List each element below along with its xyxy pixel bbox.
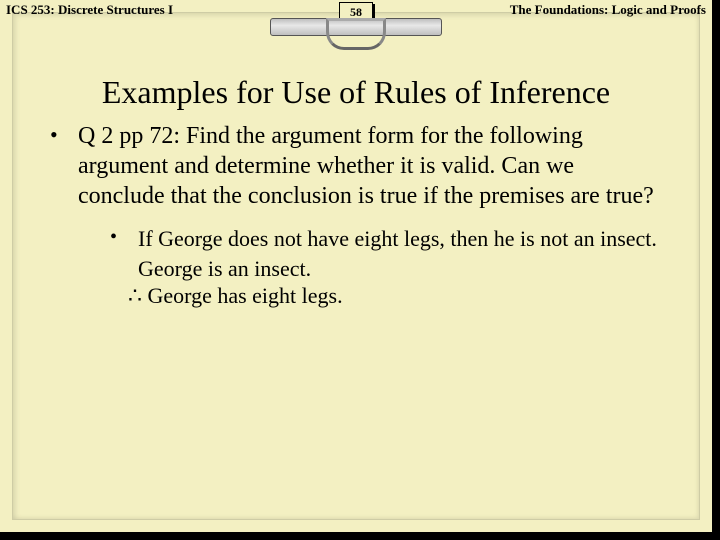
bullet-icon: • [110, 225, 138, 253]
main-bullet: • Q 2 pp 72: Find the argument form for … [50, 121, 662, 211]
slide: ICS 253: Discrete Structures I The Found… [0, 0, 720, 540]
sub-line-3: ∴ George has eight legs. [110, 282, 662, 310]
main-bullet-text: Q 2 pp 72: Find the argument form for th… [78, 121, 662, 211]
header-right: The Foundations: Logic and Proofs [510, 2, 706, 18]
header-left: ICS 253: Discrete Structures I [6, 2, 173, 18]
sub-line-1: If George does not have eight legs, then… [138, 225, 657, 253]
clip-handle [326, 18, 386, 50]
sub-line-2: George is an insect. [110, 255, 662, 283]
bullet-icon: • [50, 121, 78, 211]
clipboard-clip-icon [270, 18, 442, 36]
sub-list: • If George does not have eight legs, th… [50, 219, 662, 310]
sub-bullet: • If George does not have eight legs, th… [110, 225, 662, 253]
slide-title: Examples for Use of Rules of Inference [0, 74, 712, 111]
content-area: • Q 2 pp 72: Find the argument form for … [0, 111, 712, 310]
